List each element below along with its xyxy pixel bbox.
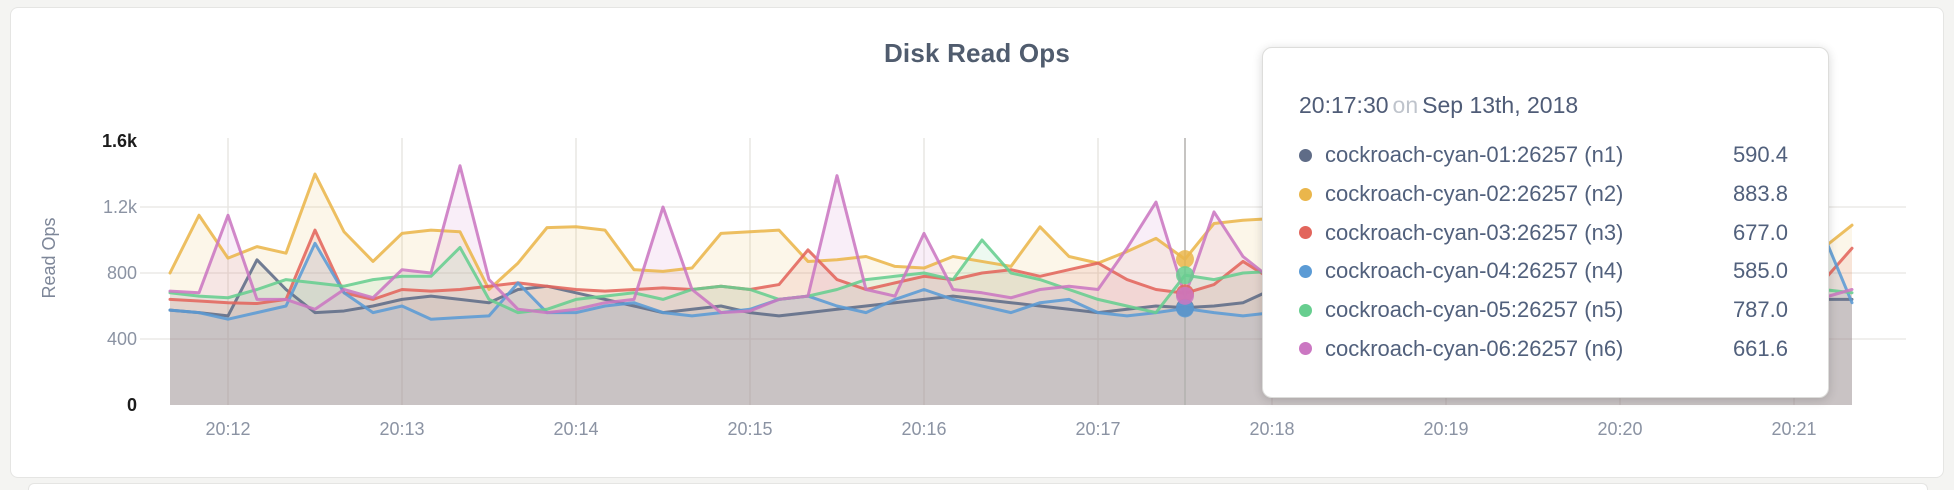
series-name: cockroach-cyan-01:26257 (n1) [1325,142,1624,168]
y-axis-tick-label: 800 [107,263,137,283]
series-value: 661.6 [1732,335,1788,361]
tooltip-row: cockroach-cyan-05:26257 (n5) 787.0 [1299,291,1788,330]
series-name: cockroach-cyan-06:26257 (n6) [1325,335,1624,361]
highlight-dot [1176,299,1194,318]
series-color-dot [1299,342,1312,356]
series-color-dot [1299,148,1312,162]
y-axis-tick-label: 1.6k [102,131,138,151]
x-axis-tick-label: 20:15 [727,419,772,439]
series-value: 677.0 [1732,219,1788,245]
tooltip-row: cockroach-cyan-06:26257 (n6) 661.6 [1299,329,1788,368]
chart-title: Disk Read Ops [883,38,1071,68]
tooltip-series-list: cockroach-cyan-01:26257 (n1) 590.4 cockr… [1299,136,1788,368]
x-axis-tick-label: 20:14 [553,419,598,439]
tooltip-row: cockroach-cyan-04:26257 (n4) 585.0 [1299,252,1788,291]
x-axis-tick-label: 20:20 [1597,419,1642,439]
next-panel-top-edge [28,483,1928,490]
y-axis-tick-label: 0 [127,395,137,415]
series-value: 883.8 [1732,181,1788,207]
highlight-dot [1176,250,1194,269]
y-axis-tick-label: 400 [107,329,137,349]
series-color-dot [1299,303,1312,317]
x-axis-tick-label: 20:13 [379,419,424,439]
series-name: cockroach-cyan-05:26257 (n5) [1325,297,1624,323]
x-axis-tick-label: 20:21 [1771,419,1816,439]
tooltip-row: cockroach-cyan-01:26257 (n1) 590.4 [1299,136,1788,175]
series-name: cockroach-cyan-03:26257 (n3) [1325,219,1624,245]
y-axis-title: Read Ops [39,217,59,298]
y-axis-tick-label: 1.2k [103,197,138,217]
x-axis-tick-label: 20:17 [1075,419,1120,439]
series-color-dot [1299,226,1312,240]
series-value: 787.0 [1732,297,1788,323]
x-axis-tick-label: 20:12 [205,419,250,439]
series-name: cockroach-cyan-04:26257 (n4) [1325,258,1624,284]
series-color-dot [1299,264,1312,278]
series-color-dot [1299,187,1312,201]
series-value: 585.0 [1732,258,1788,284]
x-axis-tick-label: 20:18 [1249,419,1294,439]
tooltip-connector: on [1392,92,1419,118]
x-axis-tick-label: 20:16 [901,419,946,439]
tooltip-row: cockroach-cyan-02:26257 (n2) 883.8 [1299,175,1788,214]
series-name: cockroach-cyan-02:26257 (n2) [1325,181,1624,207]
tooltip-row: cockroach-cyan-03:26257 (n3) 677.0 [1299,213,1788,252]
tooltip-timestamp: 20:17:30 on Sep 13th, 2018 [1299,92,1578,119]
highlight-dot [1176,286,1194,305]
x-axis-tick-label: 20:19 [1423,419,1468,439]
chart-hover-tooltip: 20:17:30 on Sep 13th, 2018 cockroach-cyan-… [1262,47,1829,398]
series-value: 590.4 [1732,142,1788,168]
highlight-dot [1176,266,1194,285]
tooltip-date: Sep 13th, 2018 [1422,92,1579,118]
tooltip-time: 20:17:30 [1299,92,1389,118]
